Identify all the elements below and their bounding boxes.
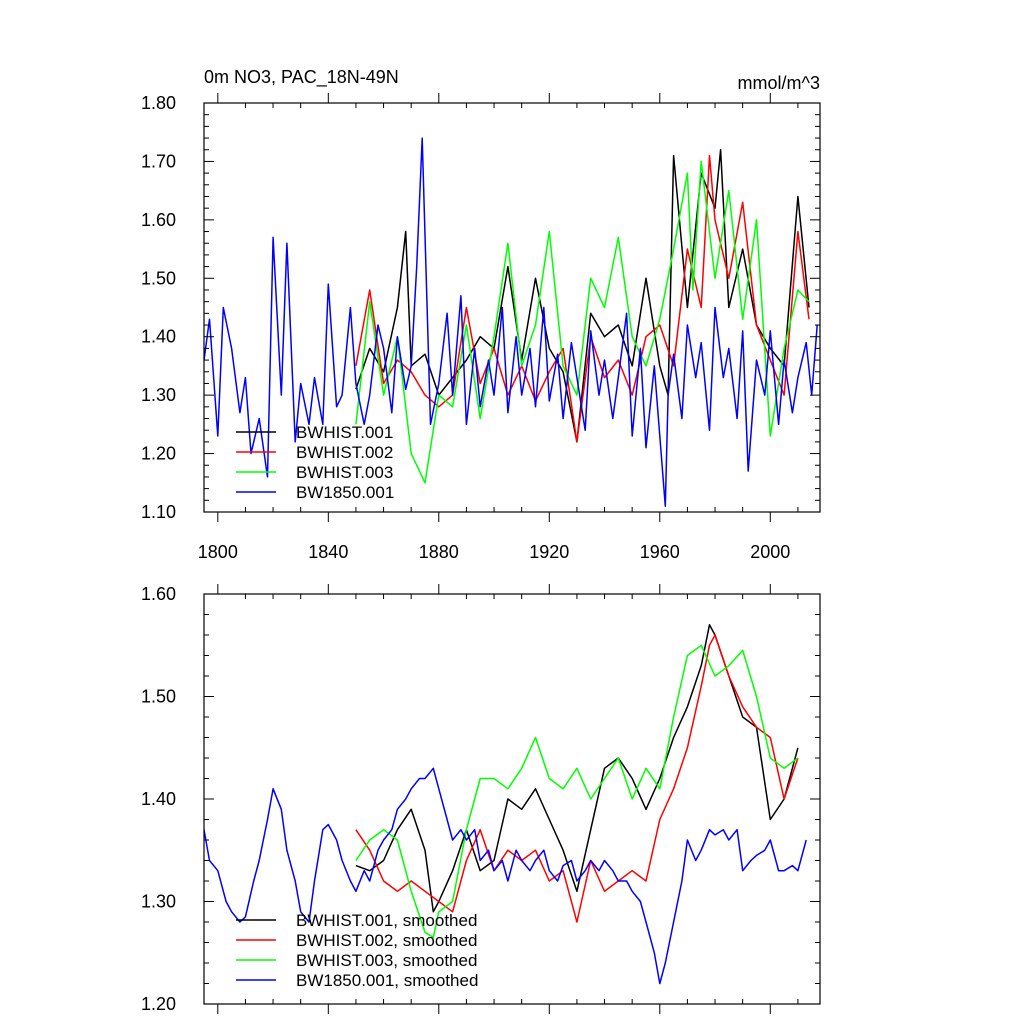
bottom-panel-smoothed-timeseries: 1.20 1.30 1.40 1.50 1.60 BWHIST.001, smoothed… — [141, 584, 821, 1014]
series-line-bw1850-001-smoothed — [204, 767, 807, 985]
y-tick-label: 1.30 — [141, 892, 176, 912]
y-tick-label: 1.60 — [141, 584, 176, 604]
series-line-bw1850-001 — [204, 137, 818, 507]
legend-label-bwhist-002: BWHIST.002 — [296, 443, 393, 462]
legend-label-bwhist-003-smoothed: BWHIST.003, smoothed — [296, 951, 477, 970]
series-line-bwhist-001 — [355, 148, 810, 443]
series-line-bwhist-003 — [355, 160, 810, 484]
legend-label-bwhist-001-smoothed: BWHIST.001, smoothed — [296, 911, 477, 930]
y-tick-label: 1.20 — [141, 444, 176, 464]
series-line-bwhist-002-smoothed — [355, 634, 799, 923]
y-tick-label: 1.60 — [141, 210, 176, 230]
y-tick-label: 1.50 — [141, 687, 176, 707]
y-tick-label: 1.40 — [141, 327, 176, 347]
x-tick-label: 2000 — [750, 542, 790, 562]
x-tick-label: 1840 — [308, 542, 348, 562]
y-tick-label: 1.70 — [141, 151, 176, 171]
units-label: mmol/m^3 — [738, 73, 820, 93]
series-group — [204, 137, 818, 507]
legend-label-bwhist-001: BWHIST.001 — [296, 423, 393, 442]
y-tick-label: 1.10 — [141, 502, 176, 522]
x-tick-label: 1880 — [419, 542, 459, 562]
y-tick-label: 1.50 — [141, 268, 176, 288]
y-tick-label: 1.40 — [141, 789, 176, 809]
chart-title: 0m NO3, PAC_18N-49N — [204, 67, 399, 88]
y-tick-label: 1.20 — [141, 994, 176, 1014]
legend-label-bw1850-001-smoothed: BW1850.001, smoothed — [296, 971, 478, 990]
legend-label-bw1850-001: BW1850.001 — [296, 483, 394, 502]
x-tick-label: 1800 — [198, 542, 238, 562]
series-group — [204, 624, 807, 985]
legend-label-bwhist-003: BWHIST.003 — [296, 463, 393, 482]
plot-frame — [203, 102, 821, 513]
x-tick-label: 1920 — [529, 542, 569, 562]
top-panel-nitrate-timeseries: 1.10 1.20 1.30 1.40 1.50 1.60 1.70 1.80 1800 1840… — [141, 67, 821, 562]
y-tick-label: 1.30 — [141, 385, 176, 405]
y-tick-label: 1.80 — [141, 93, 176, 113]
legend-label-bwhist-002-smoothed: BWHIST.002, smoothed — [296, 931, 477, 950]
x-tick-label: 1960 — [640, 542, 680, 562]
series-line-bwhist-003-smoothed — [355, 644, 799, 939]
